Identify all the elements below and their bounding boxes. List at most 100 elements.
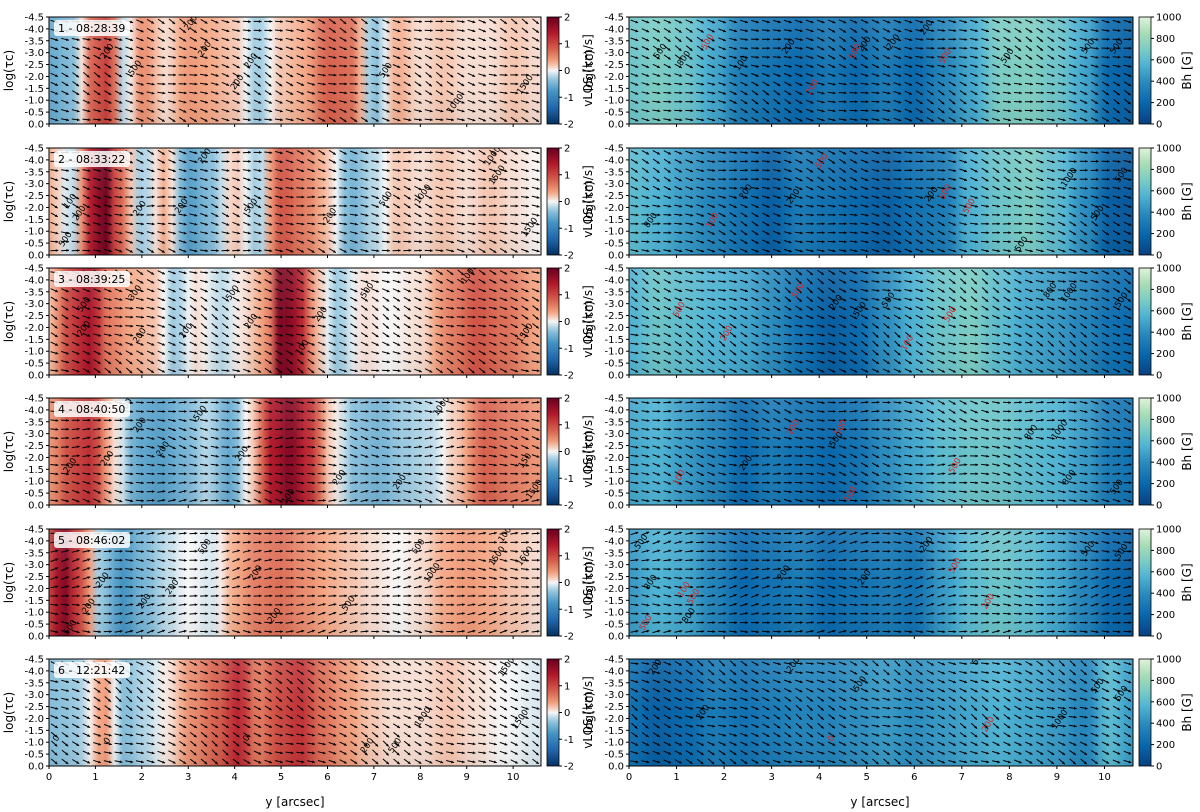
y-tick-label: 0.0 xyxy=(28,762,44,773)
colorbar-tick-label: 0 xyxy=(564,317,570,328)
colorbar-tick-label: -1 xyxy=(564,224,574,235)
y-tick-label: -2.0 xyxy=(24,323,44,334)
y-tick-label: -0.5 xyxy=(604,108,624,119)
y-tick-label: -1.0 xyxy=(604,227,624,238)
colorbar-tick-label: 1 xyxy=(564,681,570,692)
x-tick-label: 3 xyxy=(768,772,774,783)
x-tick-label: 8 xyxy=(417,772,423,783)
field-arrows xyxy=(630,400,1132,503)
colorbar xyxy=(546,16,560,125)
y-tick-label: -1.5 xyxy=(24,726,44,737)
colorbar xyxy=(546,147,560,256)
y-tick-label: 0.0 xyxy=(28,501,44,512)
y-tick-label: -1.0 xyxy=(24,96,44,107)
y-tick-label: -3.5 xyxy=(604,36,624,47)
colorbar-tick-label: 2 xyxy=(564,13,570,24)
plot-frame xyxy=(48,147,542,256)
y-tick-label: -2.0 xyxy=(604,714,624,725)
y-tick-label: -1.0 xyxy=(604,738,624,749)
y-tick-label: -4.5 xyxy=(604,655,624,666)
y-tick-label: 0.0 xyxy=(608,120,624,131)
field-arrows xyxy=(50,531,540,634)
y-tick-label: -4.5 xyxy=(604,525,624,536)
y-tick-label: -1.0 xyxy=(604,608,624,619)
y-tick-label: -3.0 xyxy=(24,48,44,59)
plot-frame xyxy=(48,16,542,125)
y-axis-title: log(τc) xyxy=(582,50,596,91)
panel-label: 3 - 08:39:25 xyxy=(58,273,125,286)
colorbar-tick-label: 800 xyxy=(1156,285,1175,296)
plot-frame xyxy=(628,397,1134,506)
y-tick-label: -3.0 xyxy=(604,179,624,190)
y-tick-label: -2.5 xyxy=(24,191,44,202)
y-tick-label: -1.5 xyxy=(24,84,44,95)
colorbar xyxy=(546,397,560,506)
field-arrows xyxy=(630,531,1132,634)
y-tick-label: -2.5 xyxy=(24,60,44,71)
colorbar-tick-label: -1 xyxy=(564,474,574,485)
x-tick-label: 9 xyxy=(1054,772,1060,783)
y-tick-label: -2.5 xyxy=(604,572,624,583)
panel-label: 5 - 08:46:02 xyxy=(58,534,125,547)
y-tick-label: -4.5 xyxy=(24,394,44,405)
x-tick-label: 6 xyxy=(911,772,917,783)
colorbar-tick-label: 600 xyxy=(1156,697,1175,708)
colorbar-tick-label: 1000 xyxy=(1156,13,1181,24)
colorbar-title: vLOS [km/s] xyxy=(581,34,595,107)
y-tick-label: -1.5 xyxy=(24,596,44,607)
colorbar-tick-label: 800 xyxy=(1156,546,1175,557)
colorbar-tick-label: 200 xyxy=(1156,349,1175,360)
y-tick-label: -4.5 xyxy=(604,394,624,405)
panel-left-4: 1002005002002002002002002001000150150010… xyxy=(2,394,595,512)
colorbar-tick-label: -2 xyxy=(564,501,574,512)
panel-label: 2 - 08:33:22 xyxy=(58,153,125,166)
colorbar xyxy=(1138,16,1152,125)
panel-label: 4 - 08:40:50 xyxy=(58,403,125,416)
colorbar-tick-label: 2 xyxy=(564,525,570,536)
plot-frame xyxy=(628,147,1134,256)
colorbar-tick-label: 600 xyxy=(1156,55,1175,66)
y-tick-label: -3.5 xyxy=(24,36,44,47)
panel-right-3: 200 500 500 800 1000 500500500200500100-4.5-4… xyxy=(582,264,1194,382)
panel-label-box xyxy=(54,401,130,417)
y-tick-label: -2.0 xyxy=(24,714,44,725)
y-tick-label: -2.5 xyxy=(24,702,44,713)
x-tick-label: 9 xyxy=(464,772,470,783)
y-tick-label: -1.5 xyxy=(604,465,624,476)
colorbar-title: Bh [G] xyxy=(1180,302,1194,340)
colorbar-title: Bh [G] xyxy=(1180,51,1194,89)
plot-frame xyxy=(628,528,1134,637)
contour-label: 0 xyxy=(241,734,252,744)
y-tick-label: -0.5 xyxy=(604,750,624,761)
right-x-axis-title: y [arcsec] xyxy=(850,795,909,809)
y-tick-label: -1.0 xyxy=(24,227,44,238)
y-axis-title: log(τc) xyxy=(2,562,16,603)
contour-label: 0 xyxy=(102,736,113,746)
y-tick-label: -1.0 xyxy=(24,477,44,488)
y-tick-label: -0.5 xyxy=(24,108,44,119)
field-arrows xyxy=(50,661,540,765)
x-tick-label: 5 xyxy=(278,772,284,783)
y-tick-label: -0.5 xyxy=(604,239,624,250)
y-tick-label: -2.5 xyxy=(604,191,624,202)
colorbar-tick-label: 0 xyxy=(564,447,570,458)
colorbar-tick-label: -1 xyxy=(564,93,574,104)
y-tick-label: -2.0 xyxy=(24,203,44,214)
contour-label: 500 xyxy=(970,648,988,667)
y-tick-label: -0.5 xyxy=(604,620,624,631)
field-arrows xyxy=(630,19,1132,123)
colorbar-tick-label: 800 xyxy=(1156,34,1175,45)
colorbar-title: Bh [G] xyxy=(1180,182,1194,220)
x-tick-label: 8 xyxy=(1006,772,1012,783)
plot-frame xyxy=(628,658,1134,767)
colorbar-tick-label: 2 xyxy=(564,264,570,275)
y-axis-title: log(τc) xyxy=(582,562,596,603)
colorbar-tick-label: -1 xyxy=(564,344,574,355)
colorbar-tick-label: 200 xyxy=(1156,479,1175,490)
y-tick-label: -3.0 xyxy=(604,560,624,571)
y-tick-label: -4.5 xyxy=(24,13,44,24)
y-tick-label: -4.5 xyxy=(24,264,44,275)
